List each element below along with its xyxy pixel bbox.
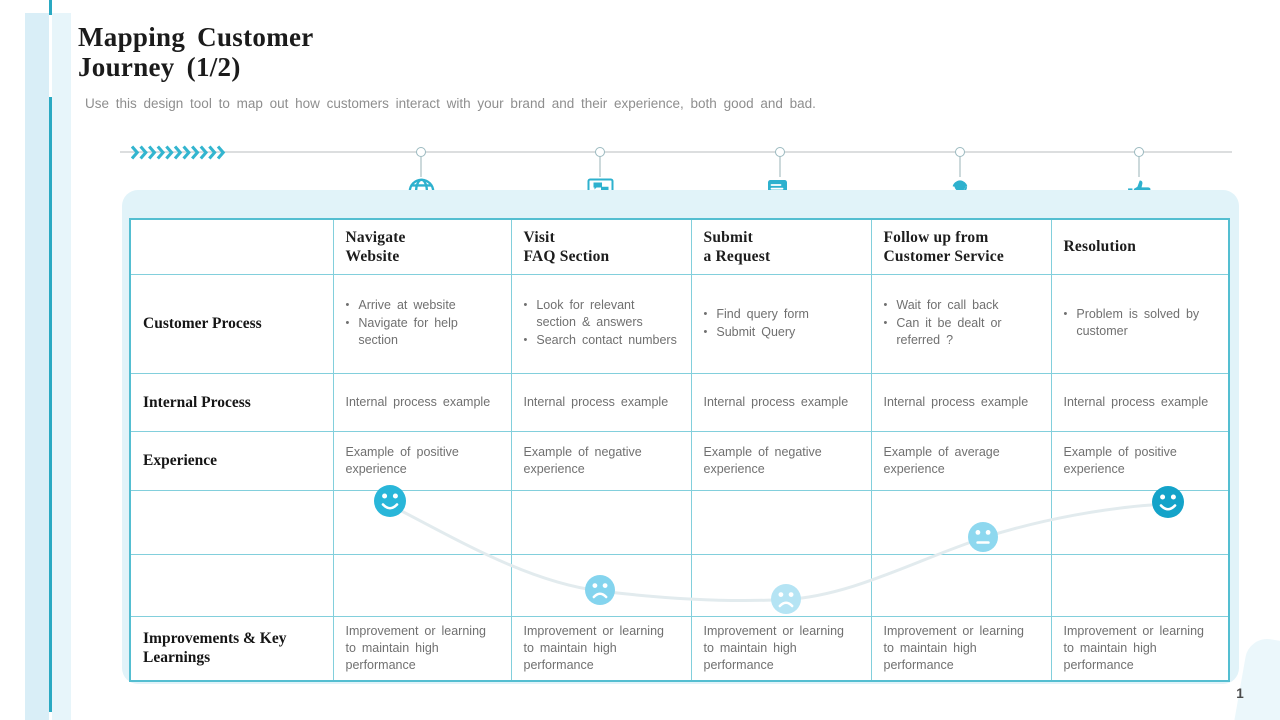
bullet-item: • Look for relevant section & answers xyxy=(524,297,679,331)
bullet-text: Can it be dealt or referred ? xyxy=(896,316,1002,347)
header-navigate-website: Navigate Website xyxy=(332,218,512,275)
cell-improvement-1: Improvement or learning to maintain high… xyxy=(332,615,512,681)
bullet-item: • Arrive at website xyxy=(346,297,499,314)
customer-process-row: Customer Process • Arrive at website • Nav… xyxy=(129,273,1230,374)
header-resolution: Resolution xyxy=(1050,218,1230,275)
cell-experience-1: Example of positive experience xyxy=(332,430,512,491)
row-label-customer-process: Customer Process xyxy=(129,273,334,374)
emotion-curve-row-lower xyxy=(129,553,1230,617)
header-followup: Follow up from Customer Service xyxy=(870,218,1052,275)
header-submit-request: Submit a Request xyxy=(690,218,872,275)
empty-cell xyxy=(510,553,692,617)
timeline-marker-circle xyxy=(775,147,785,157)
left-accent-band-light xyxy=(52,13,71,720)
empty-cell xyxy=(870,553,1052,617)
bullet-marker: • xyxy=(703,307,708,320)
empty-cell xyxy=(1050,489,1230,555)
bullet-marker: • xyxy=(345,317,350,329)
cell-experience-4: Example of average experience xyxy=(870,430,1052,491)
cell-customer-request: • Find query form • Submit Query xyxy=(690,273,872,374)
cell-improvement-2: Improvement or learning to maintain high… xyxy=(510,615,692,681)
bullet-text: Submit Query xyxy=(716,324,796,339)
cell-customer-navigate: • Arrive at website • Navigate for help se… xyxy=(332,273,512,374)
timeline-marker-stem xyxy=(420,157,422,177)
timeline-marker-circle xyxy=(1134,147,1144,157)
empty-cell xyxy=(332,553,512,617)
bullet-marker: • xyxy=(345,299,350,311)
cell-improvement-4: Improvement or learning to maintain high… xyxy=(870,615,1052,681)
row-label-improvements: Improvements & Key Learnings xyxy=(129,615,334,681)
title-line-2: Journey (1/2) xyxy=(78,52,241,82)
internal-process-row: Internal Process Internal process exampl… xyxy=(129,372,1230,432)
title-line-1: Mapping Customer xyxy=(78,22,314,52)
bullet-text: Arrive at website xyxy=(358,298,456,312)
bullet-marker: • xyxy=(1063,308,1068,320)
experience-row: Experience Example of positive experienc… xyxy=(129,430,1230,491)
bullet-item: • Find query form xyxy=(704,306,859,323)
bullet-item: • Search contact numbers xyxy=(524,332,679,349)
timeline-marker-circle xyxy=(595,147,605,157)
cell-improvement-5: Improvement or learning to maintain high… xyxy=(1050,615,1230,681)
page-title: Mapping Customer Journey (1/2) xyxy=(78,22,314,82)
empty-cell xyxy=(690,553,872,617)
empty-cell xyxy=(332,489,512,555)
cell-improvement-3: Improvement or learning to maintain high… xyxy=(690,615,872,681)
improvements-row: Improvements & Key Learnings Improvement… xyxy=(129,615,1230,681)
bullet-text: Problem is solved by customer xyxy=(1076,307,1200,338)
timeline-marker-stem xyxy=(779,157,781,177)
subtitle: Use this design tool to map out how cust… xyxy=(85,96,816,111)
emotion-curve-row-upper xyxy=(129,489,1230,555)
row-label-internal-process: Internal Process xyxy=(129,372,334,432)
bullet-item: • Wait for call back xyxy=(884,297,1039,314)
header-row: Navigate Website Visit FAQ Section Submi… xyxy=(129,218,1230,275)
header-visit-faq: Visit FAQ Section xyxy=(510,218,692,275)
empty-cell xyxy=(690,489,872,555)
bullet-marker: • xyxy=(883,299,888,311)
cell-customer-resolution: • Problem is solved by customer xyxy=(1050,273,1230,374)
bullet-marker: • xyxy=(703,325,708,338)
cell-internal-4: Internal process example xyxy=(870,372,1052,432)
bullet-text: Look for relevant section & answers xyxy=(536,298,643,329)
left-accent-band xyxy=(25,13,49,720)
left-accent-line-top xyxy=(49,0,52,15)
bullet-item: • Submit Query xyxy=(704,324,859,341)
left-accent-line xyxy=(49,97,52,712)
timeline-line xyxy=(120,151,1232,153)
cell-internal-1: Internal process example xyxy=(332,372,512,432)
empty-cell xyxy=(129,553,334,617)
timeline-marker-circle xyxy=(955,147,965,157)
row-label-experience: Experience xyxy=(129,430,334,491)
page-number: 1 xyxy=(1236,686,1244,701)
bullet-text: Navigate for help section xyxy=(358,316,458,347)
cell-experience-2: Example of negative experience xyxy=(510,430,692,491)
empty-cell xyxy=(129,489,334,555)
cell-internal-2: Internal process example xyxy=(510,372,692,432)
timeline-marker-stem xyxy=(959,157,961,177)
empty-cell xyxy=(870,489,1052,555)
bullet-marker: • xyxy=(523,334,528,346)
cell-customer-faq: • Look for relevant section & answers • Se… xyxy=(510,273,692,374)
empty-cell xyxy=(510,489,692,555)
bullet-item: • Can it be dealt or referred ? xyxy=(884,315,1039,349)
bullet-marker: • xyxy=(523,299,528,311)
corner-cell xyxy=(129,218,334,275)
timeline-marker-circle xyxy=(416,147,426,157)
bullet-text: Wait for call back xyxy=(896,298,999,312)
cell-experience-5: Example of positive experience xyxy=(1050,430,1230,491)
bullet-item: • Problem is solved by customer xyxy=(1064,306,1217,340)
cell-internal-3: Internal process example xyxy=(690,372,872,432)
bullet-item: • Navigate for help section xyxy=(346,315,499,349)
cell-internal-5: Internal process example xyxy=(1050,372,1230,432)
timeline-marker-stem xyxy=(599,157,601,177)
bullet-text: Find query form xyxy=(716,306,809,321)
cell-experience-3: Example of negative experience xyxy=(690,430,872,491)
chevrons-icon xyxy=(131,145,226,160)
cell-customer-followup: • Wait for call back • Can it be dealt or … xyxy=(870,273,1052,374)
empty-cell xyxy=(1050,553,1230,617)
bullet-text: Search contact numbers xyxy=(536,333,677,347)
timeline-marker-stem xyxy=(1138,157,1140,177)
bullet-marker: • xyxy=(883,317,888,329)
journey-table: Navigate Website Visit FAQ Section Submi… xyxy=(129,218,1230,682)
